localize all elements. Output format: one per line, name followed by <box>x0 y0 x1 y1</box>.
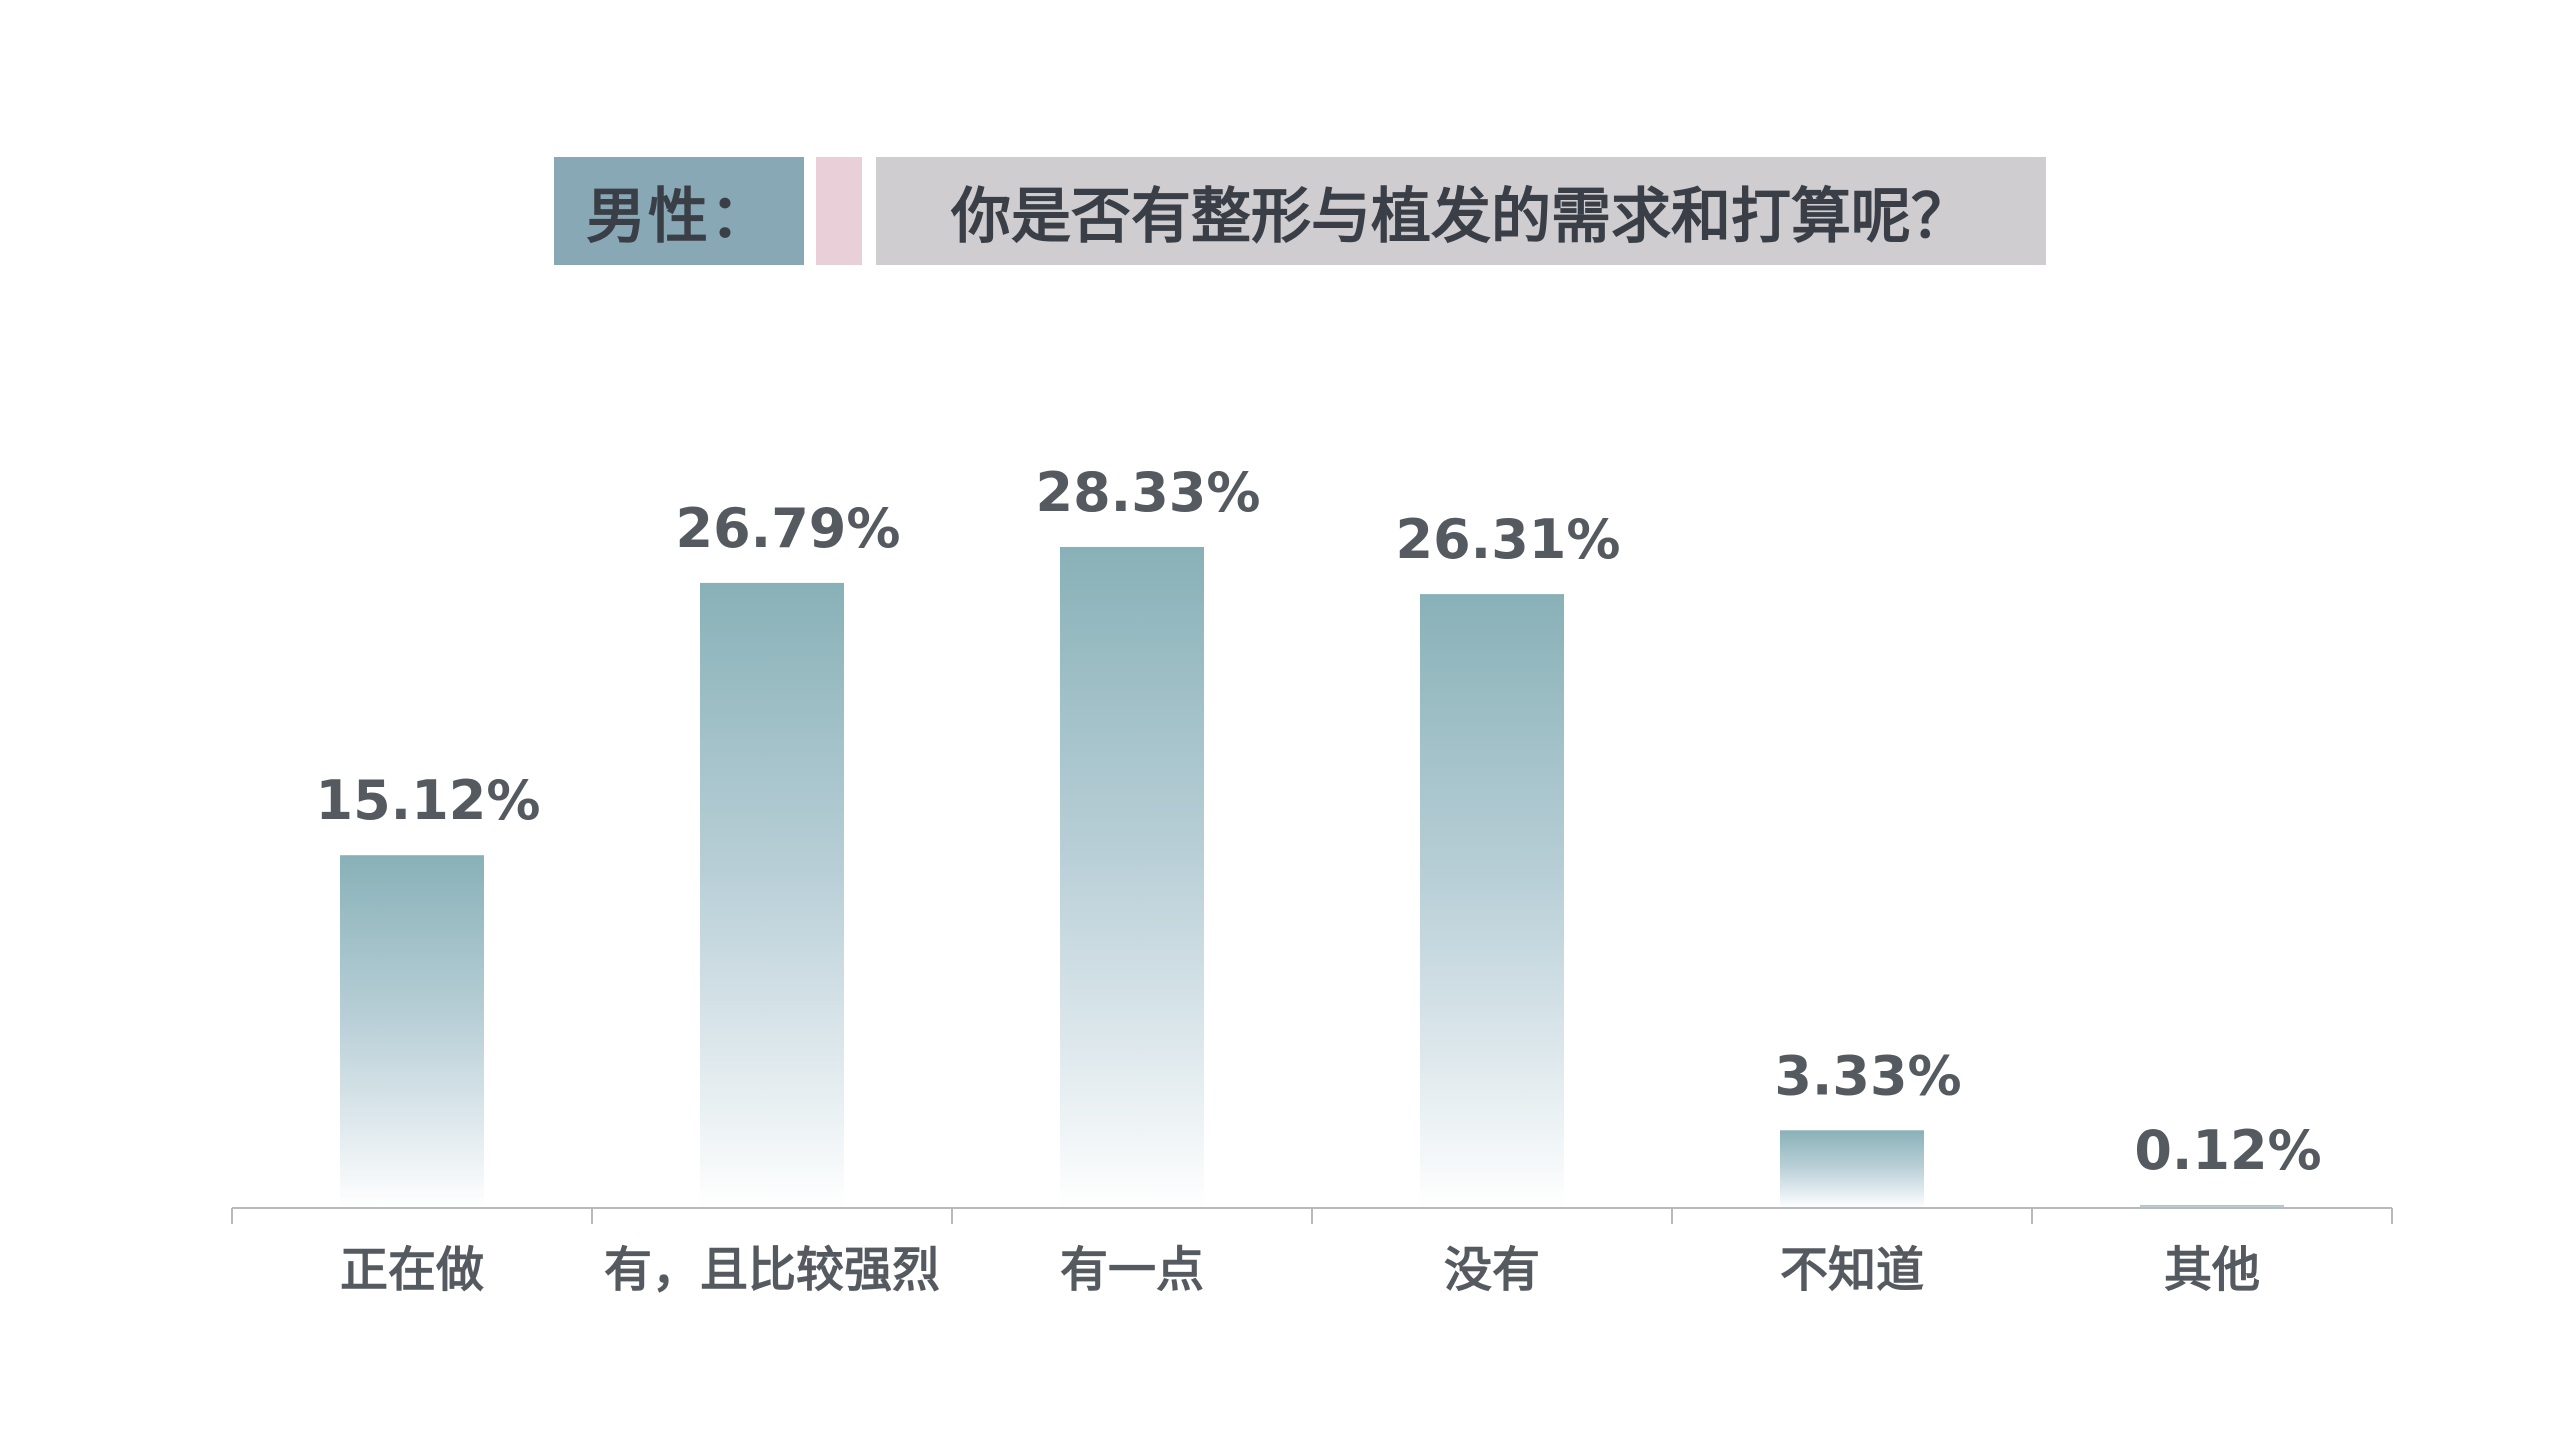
category-tick-label: 有一点 <box>1060 1242 1204 1298</box>
category-tick-label: 正在做 <box>340 1242 484 1298</box>
labels-layer: 15.12% 正在做 26.79% 有，且比较强烈 28.33% 有一点 26.31% 没有 3… <box>316 461 2322 1298</box>
title-gender-label: 男性： <box>554 157 804 265</box>
bar <box>1780 1130 1924 1208</box>
category-tick-label: 没有 <box>1444 1242 1540 1298</box>
chart-title: 你是否有整形与植发的需求和打算呢？ <box>876 157 2046 265</box>
bar-value-label: 15.12% <box>316 769 541 832</box>
bar <box>700 582 844 1208</box>
x-axis <box>231 1207 2393 1224</box>
bar-value-label: 26.79% <box>676 497 901 560</box>
bar-value-label: 28.33% <box>1036 461 1261 524</box>
bar <box>1060 546 1204 1208</box>
bar <box>1420 594 1564 1208</box>
category-tick-label: 有，且比较强烈 <box>604 1242 940 1298</box>
title-accent-block <box>816 157 862 265</box>
bar-value-label: 26.31% <box>1396 508 1621 571</box>
category-tick-label: 不知道 <box>1780 1242 1924 1298</box>
bars-layer <box>340 546 2284 1208</box>
bar <box>340 855 484 1208</box>
category-tick-label: 其他 <box>2164 1242 2260 1298</box>
bar <box>2140 1205 2284 1208</box>
bar-value-label: 0.12% <box>2134 1119 2321 1182</box>
bar-value-label: 3.33% <box>1774 1044 1961 1107</box>
